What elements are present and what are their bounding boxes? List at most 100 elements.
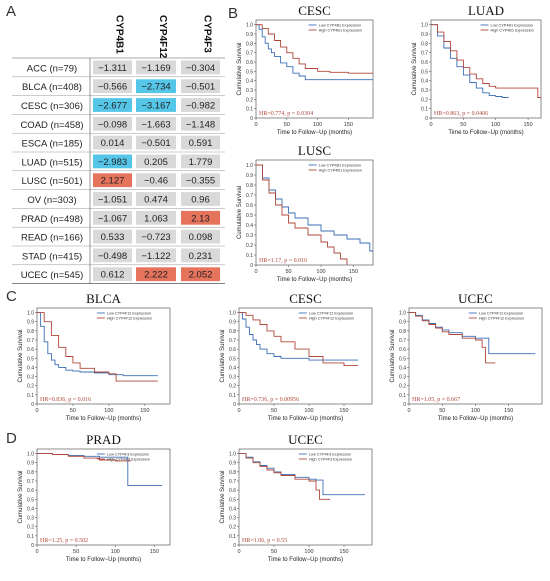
plot-title: BLCA: [86, 291, 121, 306]
y-tick-label: 0.5: [27, 497, 34, 503]
y-tick-label: 1.0: [246, 163, 253, 169]
y-tick-label: 0.3: [246, 88, 253, 94]
legend-entry: Low CYP4B1 Expression: [319, 164, 361, 168]
survival-curve-low: [256, 164, 373, 252]
value-cell: [136, 154, 176, 169]
y-axis-label: Cumulative Survival: [237, 42, 243, 95]
y-tick-label: 0.6: [399, 347, 406, 353]
value-cell: [136, 173, 176, 188]
y-tick-label: 0: [250, 263, 253, 269]
cell-value: −1.169: [141, 63, 170, 74]
y-tick-label: 0.5: [246, 213, 253, 219]
legend-entry: Low CYP4B1 Expression: [319, 24, 361, 28]
x-axis-label: Time to Follow−Up (months): [448, 130, 523, 136]
plot-frame: [255, 159, 374, 266]
x-tick-label: 100: [304, 408, 313, 414]
y-tick-label: 0: [31, 543, 34, 549]
y-tick-label: 0.3: [399, 375, 406, 381]
value-cell: [93, 60, 132, 75]
y-axis-label: Cumulative Survival: [220, 470, 226, 523]
y-tick-label: 0: [233, 402, 236, 408]
row-label: ACC (n=79): [27, 63, 77, 74]
km-plot: PRAD 0 0.1 0.2 0.3 0.4 0.5 0.6 0.7 0.8 0.9 1.0 0 50 10…: [18, 432, 171, 563]
y-tick-label: 0.3: [421, 88, 428, 94]
y-axis-label: Cumulative Survival: [237, 186, 243, 239]
y-tick-label: 0.2: [27, 384, 34, 390]
km-plot: LUSC 0 0.1 0.2 0.3 0.4 0.5 0.6 0.7 0.8 0.9 1.0 0 50 10…: [237, 143, 374, 283]
y-tick-label: 1.0: [27, 311, 34, 317]
x-tick-label: 50: [271, 549, 277, 555]
row-label: STAD (n=415): [22, 251, 82, 262]
value-cell: [181, 267, 220, 282]
survival-curve-low: [37, 312, 158, 377]
cell-value: −2.983: [98, 157, 127, 168]
y-axis-label: Cumulative Survival: [18, 329, 24, 382]
cell-value: −0.723: [141, 232, 170, 243]
legend-entry: Low CYP4F3 Expression: [309, 453, 351, 457]
hazard-ratio-text: HR=1.17, p = 0.016: [259, 258, 307, 264]
y-tick-label: 0.4: [399, 365, 406, 371]
survival-curve-high: [431, 24, 541, 98]
y-axis-label: Cumulative Survival: [390, 329, 396, 382]
value-cell: [93, 116, 132, 131]
y-tick-label: 0.6: [421, 60, 428, 66]
cell-value: 1.063: [144, 213, 168, 224]
x-tick-label: 0: [35, 549, 38, 555]
x-tick-label: 100: [304, 549, 313, 555]
x-axis-label: Time to Follow−Up (months): [277, 277, 352, 283]
survival-curve-high: [239, 312, 358, 367]
cell-value: −0.566: [98, 82, 127, 93]
y-tick-label: 0.8: [246, 41, 253, 47]
value-cell: [136, 116, 176, 131]
y-tick-label: 0.8: [229, 470, 236, 476]
y-tick-label: 0.5: [229, 356, 236, 362]
row-label: READ (n=166): [21, 233, 83, 244]
cell-value: 0.014: [101, 138, 125, 149]
cell-value: 0.591: [189, 138, 213, 149]
y-tick-label: 0.8: [27, 470, 34, 476]
value-cell: [181, 79, 220, 94]
legend-entry: High CYP4F12 Expression: [479, 317, 524, 321]
value-cell: [93, 173, 132, 188]
legend-entry: Low CYP4F3 Expression: [107, 453, 149, 457]
y-tick-label: 0.7: [246, 51, 253, 57]
value-cell: [93, 248, 132, 263]
y-tick-label: 0.1: [399, 393, 406, 399]
y-tick-label: 0.2: [229, 384, 236, 390]
plot-title: LUSC: [298, 143, 331, 158]
cell-value: −0.501: [186, 82, 215, 93]
cell-value: 0.96: [191, 195, 210, 206]
survival-curve-high: [239, 453, 330, 500]
cell-value: −0.46: [144, 176, 168, 187]
value-cell: [136, 98, 176, 112]
hazard-ratio-text: HR=1.25, p = 0.502: [40, 538, 88, 544]
x-axis-label: Time to Follow−Up (months): [268, 416, 343, 422]
panel-letter-b: B: [228, 5, 239, 22]
x-axis-label: Time to Follow−Up (months): [268, 557, 343, 563]
y-tick-label: 0.7: [27, 338, 34, 344]
y-tick-label: 0.5: [27, 356, 34, 362]
x-axis-label: Time to Follow−Up (months): [66, 557, 141, 563]
row-label: LUSC (n=501): [22, 176, 83, 187]
y-tick-label: 0.4: [246, 79, 253, 85]
value-cell: [181, 192, 220, 206]
x-tick-label: 50: [70, 408, 76, 414]
x-axis-label: Time to Follow−Up (months): [438, 416, 513, 422]
cell-value: 2.13: [191, 213, 210, 224]
row-label: LUAD (n=515): [22, 157, 83, 168]
y-tick-label: 0.1: [246, 107, 253, 113]
x-tick-label: 0: [237, 408, 240, 414]
y-tick-label: 0.1: [229, 393, 236, 399]
y-tick-label: 0.4: [421, 79, 428, 85]
cell-value: 2.127: [101, 176, 125, 187]
cell-value: −0.501: [141, 138, 170, 149]
panel-letter-d: D: [6, 430, 17, 447]
survival-curve-low: [239, 312, 358, 361]
plot-frame: [36, 307, 171, 405]
legend-entry: Low CYP4F12 Expression: [309, 312, 353, 316]
x-tick-label: 150: [523, 122, 532, 128]
column-header: CYP4F3: [202, 15, 213, 53]
x-tick-label: 100: [491, 122, 500, 128]
x-tick-label: 100: [471, 408, 480, 414]
